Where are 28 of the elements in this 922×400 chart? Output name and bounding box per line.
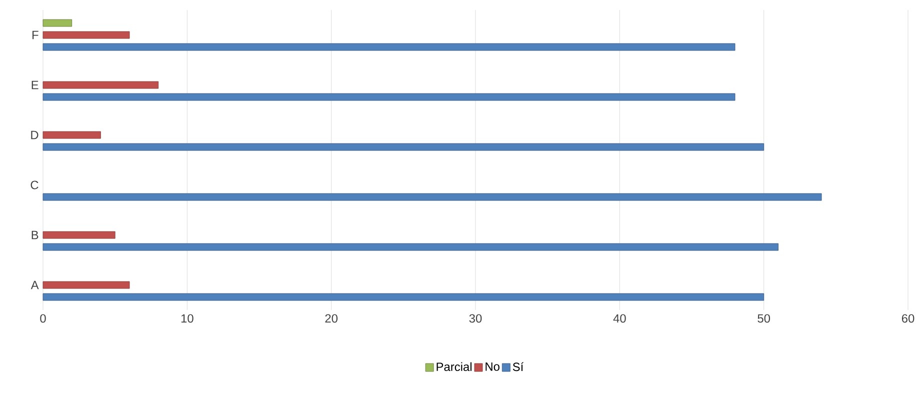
y-tick-label: F (32, 30, 38, 40)
x-tick-label: 30 (469, 314, 482, 323)
x-tick-label: 20 (325, 314, 338, 323)
bar (42, 19, 72, 27)
bar (42, 281, 130, 289)
bar (42, 31, 130, 39)
x-tick-label: 50 (758, 314, 770, 323)
bar (42, 243, 778, 251)
y-tick-label: C (30, 180, 38, 190)
y-tick-label: A (30, 280, 39, 290)
bar (42, 143, 764, 151)
legend-label: Sí (512, 362, 524, 372)
bar (42, 293, 764, 301)
bar (42, 131, 101, 139)
y-tick-label: E (32, 80, 38, 90)
legend-label: Parcial (436, 362, 472, 372)
bar (42, 93, 736, 101)
x-tick-label: 10 (181, 314, 194, 323)
y-tick-label: D (31, 130, 38, 140)
bar (42, 43, 736, 51)
x-tick-label: 0 (40, 314, 46, 323)
x-tick-label: 40 (613, 314, 626, 323)
bar (42, 193, 822, 201)
y-tick-label: B (32, 230, 38, 240)
legend-label: No (486, 362, 500, 371)
bar (42, 81, 159, 89)
x-tick-label: 60 (902, 314, 914, 323)
bar (42, 231, 116, 239)
